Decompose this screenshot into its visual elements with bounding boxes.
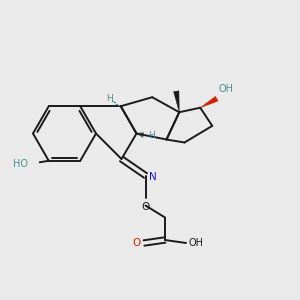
Text: O: O <box>141 202 150 212</box>
Polygon shape <box>174 91 179 112</box>
Text: OH: OH <box>188 238 203 248</box>
Text: HO: HO <box>13 159 28 169</box>
Text: H: H <box>106 94 113 103</box>
Text: OH: OH <box>218 84 233 94</box>
Polygon shape <box>200 96 218 108</box>
Text: O: O <box>132 238 140 248</box>
Text: H: H <box>148 130 155 140</box>
Text: N: N <box>149 172 157 182</box>
Polygon shape <box>136 132 144 138</box>
